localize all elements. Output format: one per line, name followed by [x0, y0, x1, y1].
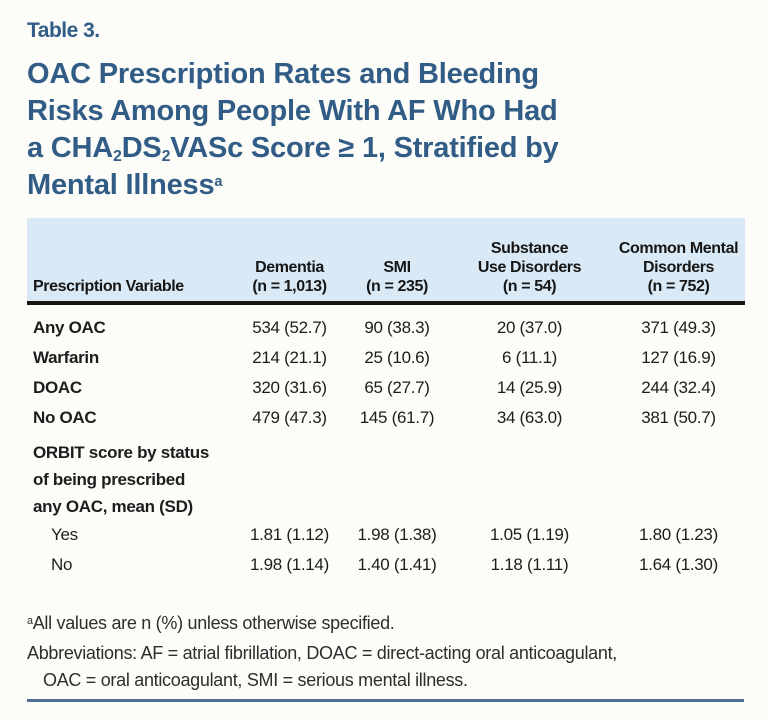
cell-value: 65 (27.7) — [364, 378, 430, 397]
col-header-substance-n: (n = 54) — [502, 278, 557, 295]
col-header-common-mental: Common Mental Disorders (n = 752) — [612, 239, 745, 296]
bottom-rule — [27, 699, 744, 702]
cell-value: 1.80 (1.23) — [639, 525, 718, 544]
title-line4-text: Mental Illness — [27, 169, 215, 201]
table-title: OAC Prescription Rates and Bleeding Risk… — [27, 56, 745, 204]
col-header-smi-line1: SMI — [383, 259, 411, 276]
title-footnote-marker: a — [214, 174, 223, 191]
table-row-no-oac: No OAC 479 (47.3) 145 (61.7) 34 (63.0) 3… — [27, 403, 745, 433]
col-header-smi: SMI (n = 235) — [347, 258, 447, 296]
footnote-abbreviations-continued: OAC = oral anticoagulant, SMI = serious … — [27, 667, 745, 694]
footnotes: aAll values are n (%) unless otherwise s… — [27, 610, 745, 694]
col-header-dementia-line1: Dementia — [255, 259, 324, 276]
table-row-orbit-yes: Yes 1.81 (1.12) 1.98 (1.38) 1.05 (1.19) … — [27, 520, 745, 550]
table-row-warfarin: Warfarin 214 (21.1) 25 (10.6) 6 (11.1) 1… — [27, 343, 745, 373]
title-line3-text1: a CHA — [27, 132, 114, 164]
cell-value: 479 (47.3) — [252, 408, 327, 427]
section-label-line1: ORBIT score by status — [33, 443, 210, 462]
cell-value: 20 (37.0) — [496, 318, 563, 337]
footnote-abbreviations-text2: OAC = oral anticoagulant, SMI = serious … — [43, 670, 468, 690]
col-header-common-n: (n = 752) — [647, 278, 710, 295]
section-label: ORBIT score by status of being prescribe… — [27, 439, 232, 520]
title-line-4: Mental Illnessa — [27, 167, 745, 204]
title-line3-text3: VASc Score ≥ 1, Stratified by — [170, 132, 559, 164]
cell-value: 1.98 (1.38) — [357, 525, 437, 544]
col-header-substance-line2: Use Disorders — [477, 259, 582, 276]
cell-value: 90 (38.3) — [364, 318, 430, 337]
col-header-prescription-variable: Prescription Variable — [33, 278, 184, 295]
footnote-abbreviations-text: Abbreviations: AF = atrial fibrillation,… — [27, 643, 618, 663]
cell-value: 1.98 (1.14) — [250, 555, 329, 574]
cell-value: 1.05 (1.19) — [490, 525, 569, 544]
cell-value: 127 (16.9) — [641, 348, 716, 367]
col-header-substance-use: Substance Use Disorders (n = 54) — [447, 239, 612, 296]
title-subscript-2: 2 — [113, 148, 122, 166]
row-label: Yes — [51, 525, 78, 544]
section-label-line2: of being prescribed — [33, 470, 186, 489]
section-label-line3: any OAC, mean (SD) — [33, 497, 193, 516]
cell-value: 381 (50.7) — [641, 408, 716, 427]
row-label: Any OAC — [33, 318, 106, 337]
cell-value: 25 (10.6) — [364, 348, 430, 367]
col-header-dementia: Dementia (n = 1,013) — [232, 258, 347, 296]
cell-value: 214 (21.1) — [252, 348, 327, 367]
table-row-orbit-no: No 1.98 (1.14) 1.40 (1.41) 1.18 (1.11) 1… — [27, 550, 745, 580]
cell-value: 14 (25.9) — [496, 378, 563, 397]
table-body: Any OAC 534 (52.7) 90 (38.3) 20 (37.0) 3… — [27, 305, 745, 580]
cell-value: 371 (49.3) — [641, 318, 716, 337]
cell-value: 6 (11.1) — [502, 348, 557, 367]
title-line-1: OAC Prescription Rates and Bleeding — [27, 58, 539, 90]
row-label: DOAC — [33, 378, 82, 397]
cell-value: 534 (52.7) — [252, 318, 327, 337]
title-subscript-2b: 2 — [161, 148, 171, 166]
footnote-marker: a — [27, 614, 33, 627]
table-row-doac: DOAC 320 (31.6) 65 (27.7) 14 (25.9) 244 … — [27, 373, 745, 403]
table-section-orbit-score: ORBIT score by status of being prescribe… — [27, 439, 745, 520]
col-header-common-line2: Disorders — [642, 259, 715, 276]
table-header-row: Prescription Variable Dementia (n = 1,01… — [27, 218, 745, 305]
row-label: No — [51, 555, 73, 574]
table-row-any-oac: Any OAC 534 (52.7) 90 (38.3) 20 (37.0) 3… — [27, 313, 745, 343]
col-header-substance-line1: Substance — [490, 240, 569, 257]
row-label: No OAC — [33, 408, 97, 427]
cell-value: 34 (63.0) — [496, 408, 563, 427]
table-number-label: Table 3. — [27, 19, 100, 42]
cell-value: 320 (31.6) — [252, 378, 327, 397]
cell-value: 145 (61.7) — [359, 408, 435, 427]
col-header-dementia-n: (n = 1,013) — [252, 278, 327, 295]
row-label: Warfarin — [33, 348, 99, 367]
cell-value: 1.81 (1.12) — [250, 525, 329, 544]
col-header-common-line1: Common Mental — [618, 240, 739, 257]
cell-value: 1.40 (1.41) — [357, 555, 437, 574]
title-line-3: a CHA2DS2VASc Score ≥ 1, Stratified by — [27, 130, 745, 167]
title-line-2: Risks Among People With AF Who Had — [27, 95, 558, 127]
title-line3-text2: DS — [121, 132, 162, 164]
footnote-values-note: aAll values are n (%) unless otherwise s… — [27, 610, 745, 640]
cell-value: 244 (32.4) — [641, 378, 716, 397]
footnote-abbreviations: Abbreviations: AF = atrial fibrillation,… — [27, 640, 745, 667]
footnote-values-text: All values are n (%) unless otherwise sp… — [32, 613, 395, 633]
cell-value: 1.64 (1.30) — [639, 555, 718, 574]
cell-value: 1.18 (1.11) — [490, 555, 569, 574]
journal-table-page: Table 3. OAC Prescription Rates and Blee… — [27, 0, 745, 702]
col-header-smi-n: (n = 235) — [366, 278, 428, 295]
